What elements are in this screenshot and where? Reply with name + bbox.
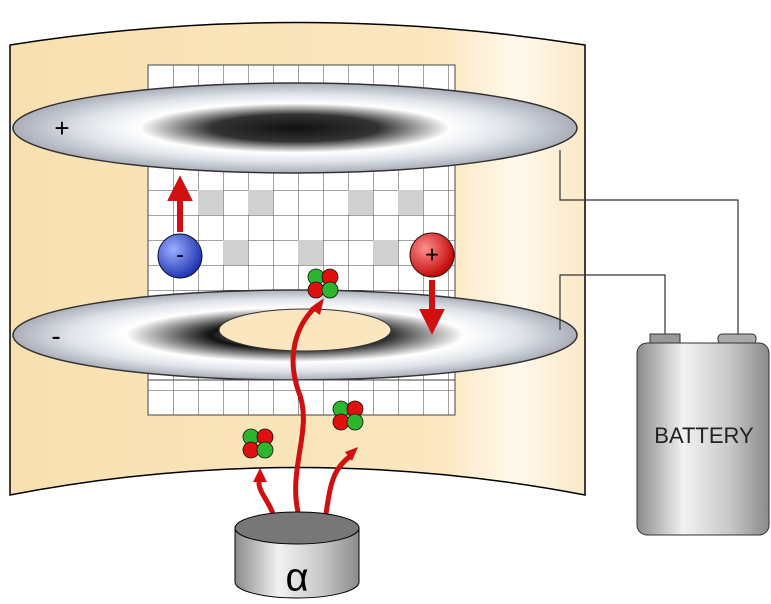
alpha-arrowheads bbox=[253, 298, 358, 482]
wires bbox=[559, 150, 739, 338]
alpha-source bbox=[234, 511, 360, 599]
plate-hole bbox=[218, 308, 392, 352]
ion-arrow bbox=[419, 280, 445, 335]
bottom-plate-label: - bbox=[51, 320, 60, 351]
battery bbox=[636, 333, 770, 536]
top-plate bbox=[12, 82, 578, 174]
top-plate-label: + bbox=[54, 113, 69, 143]
ion-arrow bbox=[167, 175, 193, 232]
negative-ion bbox=[157, 233, 203, 279]
positive-ion-label: + bbox=[425, 241, 439, 268]
positive-ion bbox=[409, 232, 455, 278]
source-label: α bbox=[285, 556, 308, 600]
negative-ion-label: - bbox=[176, 241, 184, 268]
battery-label: BATTERY bbox=[654, 423, 754, 448]
